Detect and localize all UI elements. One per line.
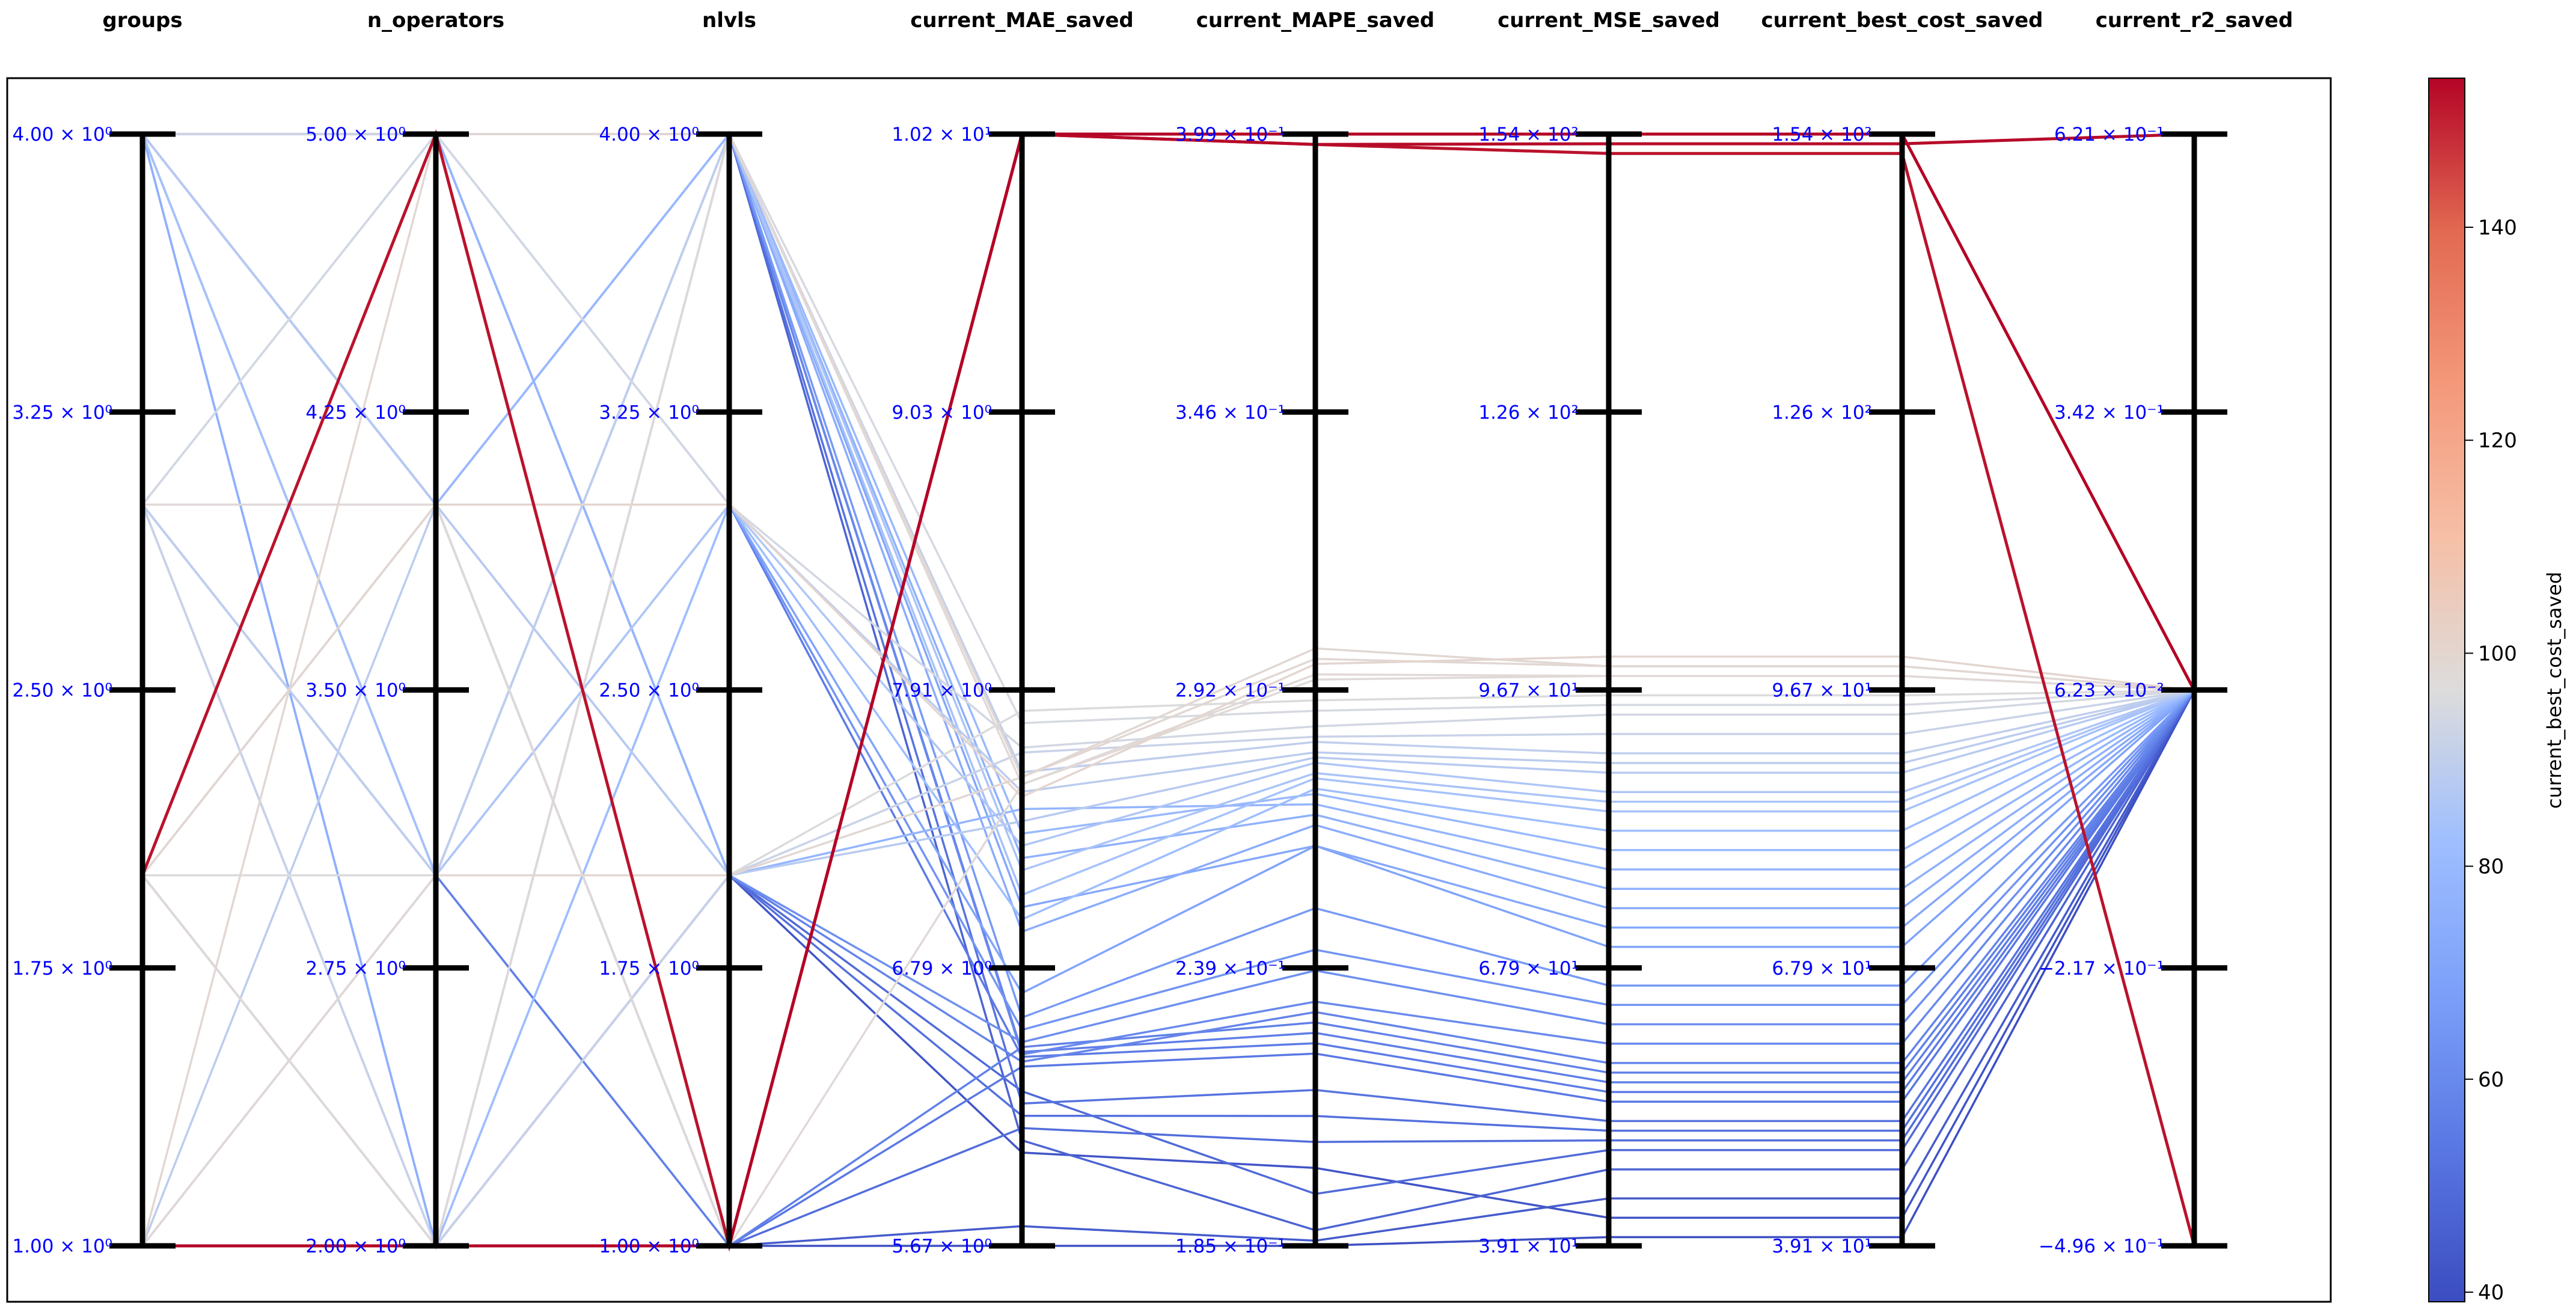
data-line <box>141 132 2195 876</box>
tick-label: 7.91 × 10⁰ <box>892 680 992 702</box>
data-line <box>141 132 2195 1056</box>
tick-label: 2.50 × 10⁰ <box>12 680 112 702</box>
axes: groups 1.00 × 10⁰ 1.75 × 10⁰ 2.50 × 10⁰ 3.25… <box>12 8 2293 1257</box>
data-line <box>141 503 2195 876</box>
tick-label: 3.91 × 10¹ <box>1772 1236 1872 1257</box>
axis-title: nlvls <box>702 8 756 32</box>
colorbar-tick-label: 40 <box>2478 1281 2504 1305</box>
data-line <box>141 132 2195 877</box>
data-line <box>141 131 2195 878</box>
tick-label: 2.39 × 10⁻¹ <box>1175 958 1285 979</box>
data-line <box>141 502 2195 1249</box>
tick-label: 2.92 × 10⁻¹ <box>1175 680 1285 702</box>
tick-label: 5.00 × 10⁰ <box>305 124 406 146</box>
axis-title: current_best_cost_saved <box>1761 8 2043 32</box>
tick-label: 3.99 × 10⁻¹ <box>1175 124 1285 146</box>
tick-label: 1.54 × 10² <box>1478 124 1579 146</box>
tick-label: 3.46 × 10⁻¹ <box>1175 402 1285 423</box>
tick-label: 9.67 × 10¹ <box>1478 680 1579 702</box>
data-line <box>142 130 2195 1019</box>
colorbar-gradient <box>2428 78 2465 1302</box>
colorbar-label: current_best_cost_saved <box>2543 572 2566 809</box>
data-line <box>142 133 2195 725</box>
tick-label: 9.67 × 10¹ <box>1772 680 1872 702</box>
data-line <box>141 657 2195 1247</box>
data-line <box>141 132 2195 1123</box>
tick-label: 3.25 × 10⁰ <box>12 402 112 423</box>
data-lines <box>141 129 2196 1252</box>
tick-label: 1.02 × 10¹ <box>892 124 992 146</box>
axis-title: current_MAPE_saved <box>1196 8 1434 32</box>
tick-label: 1.54 × 10² <box>1772 124 1872 146</box>
tick-label: 2.75 × 10⁰ <box>305 958 406 979</box>
axis-title: groups <box>102 8 182 32</box>
axis-title: n_operators <box>367 8 504 32</box>
tick-label: 6.23 × 10⁻² <box>2054 680 2164 702</box>
colorbar-ticks: 40 60 80 100 120 140 <box>2465 216 2517 1305</box>
data-line <box>142 132 2195 929</box>
tick-label: 1.26 × 10² <box>1478 402 1579 423</box>
tick-label: 1.75 × 10⁰ <box>599 958 699 979</box>
tick-label: 1.00 × 10⁰ <box>12 1236 112 1257</box>
colorbar-tick-label: 80 <box>2478 855 2504 879</box>
tick-label: 6.79 × 10¹ <box>1772 958 1872 979</box>
tick-label: 1.75 × 10⁰ <box>12 958 112 979</box>
tick-label: 6.79 × 10¹ <box>1478 958 1579 979</box>
colorbar-tick-label: 120 <box>2478 429 2517 453</box>
tick-label: 4.25 × 10⁰ <box>305 402 406 423</box>
plot-frame <box>6 77 2332 1303</box>
tick-label: −4.96 × 10⁻¹ <box>2039 1236 2164 1257</box>
data-line <box>141 130 2195 1248</box>
data-line <box>141 133 2195 1248</box>
colorbar-tick-label: 100 <box>2478 642 2517 666</box>
axis-title: current_MAE_saved <box>910 8 1134 32</box>
tick-label: 4.00 × 10⁰ <box>12 124 112 146</box>
tick-label: 9.03 × 10⁰ <box>892 402 992 423</box>
data-line <box>141 504 2195 1248</box>
tick-label: 3.42 × 10⁻¹ <box>2054 402 2164 423</box>
tick-label: 4.00 × 10⁰ <box>599 124 699 146</box>
tick-label: −2.17 × 10⁻¹ <box>2039 958 2164 979</box>
colorbar-tick-label: 60 <box>2478 1068 2504 1092</box>
data-line <box>141 131 2195 1064</box>
axis-title: current_MSE_saved <box>1498 8 1720 32</box>
tick-label: 3.25 × 10⁰ <box>599 402 699 423</box>
tick-label: 2.50 × 10⁰ <box>599 680 699 702</box>
data-line <box>141 133 2195 877</box>
tick-label: 6.79 × 10⁰ <box>892 958 992 979</box>
data-line <box>141 132 2195 749</box>
data-line <box>141 131 2195 897</box>
data-line <box>141 503 2195 877</box>
axis-title: current_r2_saved <box>2096 8 2293 32</box>
tick-label: 1.26 × 10² <box>1772 402 1872 423</box>
tick-label: 2.00 × 10⁰ <box>305 1236 406 1257</box>
tick-label: 3.91 × 10¹ <box>1478 1236 1579 1257</box>
tick-label: 3.50 × 10⁰ <box>305 680 406 702</box>
data-line <box>142 133 2195 995</box>
colorbar: 40 60 80 100 120 140 current_best_cost_saved <box>2428 78 2566 1305</box>
tick-label: 5.67 × 10⁰ <box>892 1236 992 1257</box>
tick-label: 1.00 × 10⁰ <box>599 1236 699 1257</box>
data-line <box>141 130 2195 1231</box>
colorbar-tick-label: 140 <box>2478 216 2517 240</box>
tick-label: 6.21 × 10⁻¹ <box>2054 124 2164 146</box>
tick-label: 1.85 × 10⁻¹ <box>1175 1236 1285 1257</box>
data-line <box>142 132 2196 1248</box>
